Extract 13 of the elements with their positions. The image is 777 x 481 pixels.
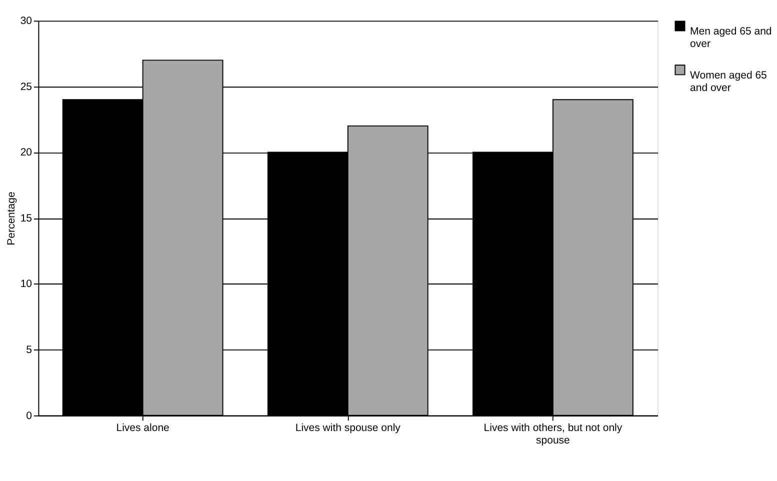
y-tick-label: 0 <box>26 410 32 422</box>
y-tick-label: 20 <box>20 146 32 159</box>
y-tick-label: 15 <box>20 212 32 224</box>
x-tick-label: Lives with others, but not only spouse <box>484 422 623 447</box>
x-tick-label: Lives with spouse only <box>295 422 402 434</box>
y-tick-label: 25 <box>20 80 32 93</box>
legend-label: Men aged 65 and over <box>690 26 772 50</box>
y-tick-label: 5 <box>26 344 32 356</box>
legend-label: Women aged 65 and over <box>690 70 768 94</box>
y-axis-title: Percentage <box>6 192 18 246</box>
x-tick-label: Lives alone <box>116 422 170 434</box>
y-tick-label: 30 <box>20 15 32 28</box>
y-tick-label: 10 <box>20 278 32 290</box>
